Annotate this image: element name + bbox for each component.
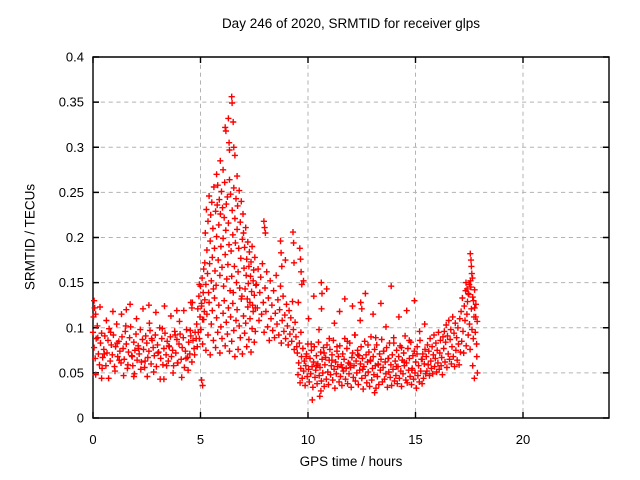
chart-title: Day 246 of 2020, SRMTID for receiver glp… xyxy=(221,16,481,31)
x-tick-label: 0 xyxy=(89,432,96,447)
y-tick-label: 0.2 xyxy=(66,230,84,245)
data-points xyxy=(89,93,481,403)
y-tick-label: 0.15 xyxy=(59,275,84,290)
y-tick-label: 0.1 xyxy=(66,320,84,335)
x-tick-label: 5 xyxy=(197,432,204,447)
x-tick-label: 15 xyxy=(408,432,422,447)
y-tick-label: 0.25 xyxy=(59,185,84,200)
y-tick-label: 0.05 xyxy=(59,365,84,380)
y-tick-label: 0.4 xyxy=(66,50,84,65)
x-axis-title: GPS time / hours xyxy=(299,454,403,469)
y-tick-label: 0.35 xyxy=(59,95,84,110)
y-tick-label: 0.3 xyxy=(66,140,84,155)
y-tick-label: 0 xyxy=(77,411,84,426)
x-tick-label: 10 xyxy=(301,432,315,447)
x-tick-label: 20 xyxy=(516,432,530,447)
